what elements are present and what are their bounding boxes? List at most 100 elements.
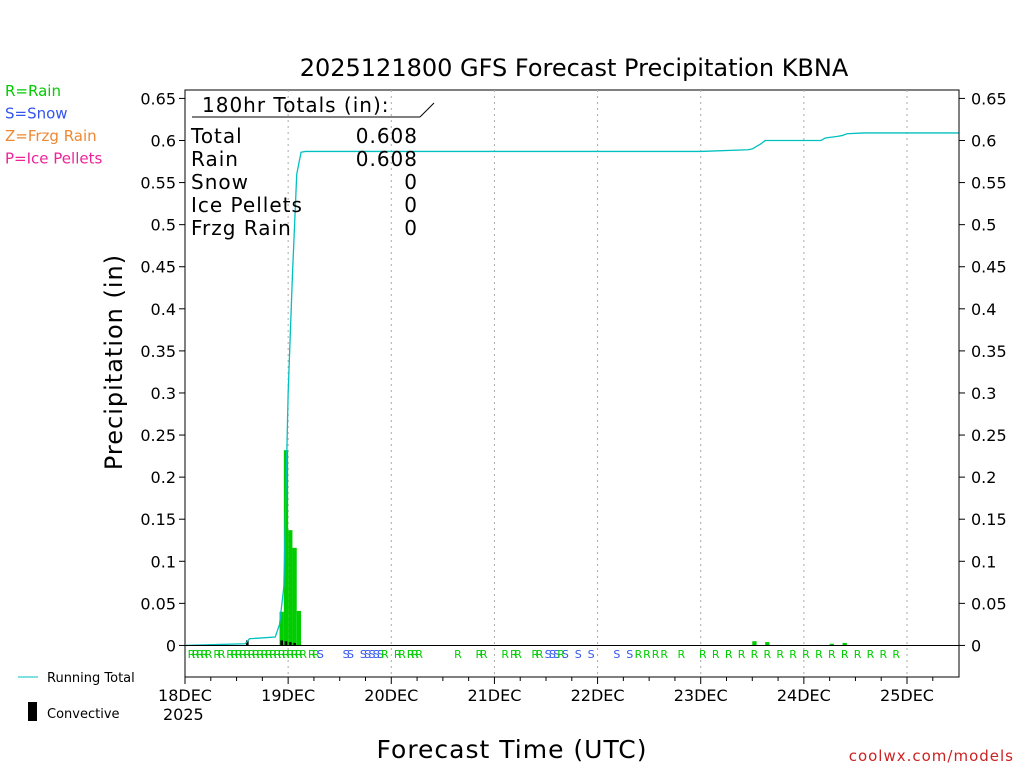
ptype-marker: S	[347, 648, 354, 661]
y-tick-label-right: 0.35	[971, 342, 1007, 361]
totals-row-value: 0.608	[356, 147, 418, 171]
ptype-marker: R	[278, 648, 286, 661]
x-tick-label: 25DEC	[880, 686, 934, 705]
y-ticks-left: 0 0.05 0.1 0.15 0.2 0.25 0.3 0.35 0.4 0.45 0.5 0.55…	[140, 89, 185, 655]
ptype-marker: R	[256, 648, 264, 661]
y-tick-label-right: 0.1	[971, 552, 996, 571]
ptype-legend-item: R=Rain	[5, 82, 61, 100]
y-tick-label-left: 0.05	[140, 594, 176, 613]
ptype-marker: R	[231, 648, 239, 661]
ptype-marker: S	[364, 648, 371, 661]
ptype-marker: S	[373, 648, 380, 661]
ptype-marker: R	[557, 648, 565, 661]
ptype-marker: R	[299, 648, 307, 661]
y-tick-label-left: 0.15	[140, 510, 176, 529]
ptype-marker: R	[295, 648, 303, 661]
rain-bar	[829, 643, 834, 646]
ptype-marker: R	[643, 648, 651, 661]
totals-rows: Total 0.608 Rain 0.608 Snow 0 Ice Pellets 0 Frzg…	[190, 124, 418, 240]
y-tick-label-right: 0	[971, 636, 981, 655]
ptype-marker: R	[248, 648, 256, 661]
ptype-marker: S	[553, 648, 560, 661]
rain-bar	[765, 642, 770, 646]
totals-row-value: 0	[404, 193, 418, 217]
convective-bar	[280, 640, 283, 646]
ptype-marker: S	[545, 648, 552, 661]
ptype-marker: R	[291, 648, 299, 661]
x-tick-label: 21DEC	[467, 686, 521, 705]
x-ticks: 18DEC 19DEC 20DEC 21DEC 22DEC 23DEC 24DEC 25DEC	[158, 677, 934, 705]
chart-title: 2025121800 GFS Forecast Precipitation KB…	[300, 54, 849, 82]
x-axis-label: Forecast Time (UTC)	[377, 735, 648, 764]
x-tick-label: 18DEC	[158, 686, 212, 705]
ptype-marker: R	[536, 648, 544, 661]
ptype-marker: R	[282, 648, 290, 661]
ptype-marker: R	[531, 648, 539, 661]
ptype-marker: R	[652, 648, 660, 661]
ptype-marker: R	[243, 648, 251, 661]
y-ticks-right: 0 0.05 0.1 0.15 0.2 0.25 0.3 0.35 0.4 0.45 0.5 0.55…	[959, 89, 1007, 655]
ptype-marker: R	[510, 648, 518, 661]
ptype-marker: R	[235, 648, 243, 661]
ptype-marker: S	[360, 648, 367, 661]
totals-row-label: Frzg Rain	[191, 216, 292, 240]
y-tick-label-left: 0.4	[151, 300, 176, 319]
ptype-marker: R	[678, 648, 686, 661]
line-layer	[184, 132, 959, 647]
ptype-marker: S	[317, 648, 324, 661]
ptype-marker: R	[218, 648, 226, 661]
y-tick-label-left: 0.5	[151, 216, 176, 235]
ptype-marker: R	[252, 648, 260, 661]
y-tick-label-right: 0.65	[971, 89, 1007, 108]
ptype-marker: R	[415, 648, 423, 661]
y-tick-label-right: 0.2	[971, 468, 996, 487]
ptype-marker: S	[575, 648, 582, 661]
ptype-marker: R	[660, 648, 668, 661]
ptype-marker: R	[501, 648, 509, 661]
ptype-marker: R	[308, 648, 316, 661]
ptype-marker: R	[725, 648, 733, 661]
y-tick-label-left: 0.55	[140, 174, 176, 193]
totals-box: 180hr Totals (in): Total 0.608 Rain 0.608 Sn…	[190, 93, 435, 240]
rain-bar	[288, 530, 293, 646]
credit-text: coolwx.com/models	[849, 747, 1014, 765]
ptype-marker: R	[892, 648, 900, 661]
ptype-marker: R	[854, 648, 862, 661]
totals-underline-tick	[419, 102, 435, 118]
ptype-marker: S	[562, 648, 569, 661]
ptype-marker: R	[763, 648, 771, 661]
rain-bar	[283, 450, 289, 646]
y-tick-label-left: 0.2	[151, 468, 176, 487]
ptype-marker: R	[398, 648, 406, 661]
ptype-marker: R	[411, 648, 419, 661]
y-tick-label-right: 0.4	[971, 300, 996, 319]
totals-row-value: 0	[404, 216, 418, 240]
convective-bar	[293, 642, 296, 646]
y-tick-label-left: 0.1	[151, 552, 176, 571]
ptype-marker: R	[712, 648, 720, 661]
y-tick-label-right: 0.6	[971, 131, 996, 150]
convective-bar	[246, 640, 249, 646]
y-tick-label-right: 0.15	[971, 510, 1007, 529]
ptype-marker: R	[738, 648, 746, 661]
ptype-marker: R	[828, 648, 836, 661]
y-tick-label-left: 0.45	[140, 258, 176, 277]
y-tick-label-right: 0.45	[971, 258, 1007, 277]
ptype-marker: R	[699, 648, 707, 661]
ptype-marker: R	[476, 648, 484, 661]
ptype-marker: R	[514, 648, 522, 661]
ptype-marker: R	[239, 648, 247, 661]
y-tick-label-left: 0.6	[151, 131, 176, 150]
ptype-marker: R	[407, 648, 415, 661]
plot-frame	[184, 89, 960, 678]
ptype-marker: R	[867, 648, 875, 661]
totals-row-label: Ice Pellets	[191, 193, 303, 217]
x-tick-label: 22DEC	[571, 686, 625, 705]
y-tick-label-right: 0.25	[971, 426, 1007, 445]
y-tick-label-left: 0.35	[140, 342, 176, 361]
totals-heading: 180hr Totals (in):	[202, 93, 390, 117]
ptype-marker: R	[201, 648, 209, 661]
rain-bar	[752, 641, 757, 646]
ptype-marker: R	[751, 648, 759, 661]
